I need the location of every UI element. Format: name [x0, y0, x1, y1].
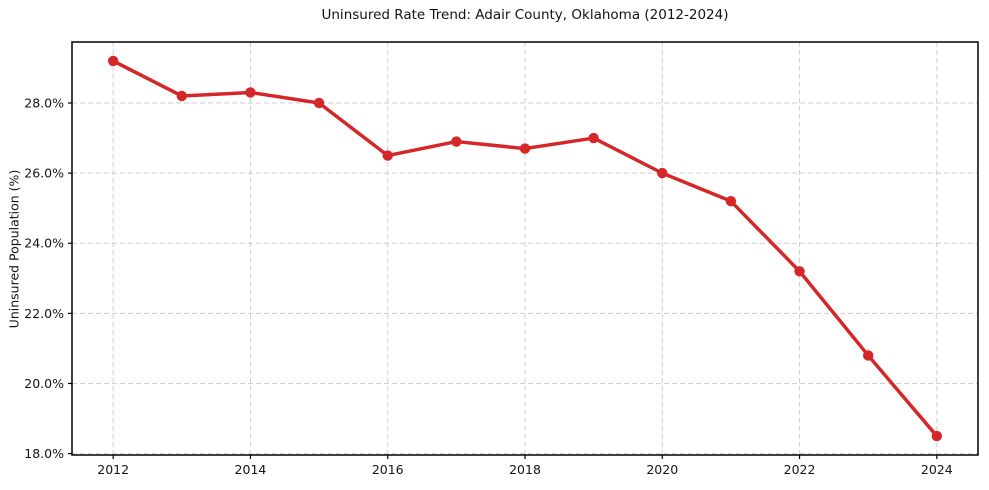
data-point-2013: [176, 90, 188, 102]
x-tick-label: 2024: [921, 462, 953, 477]
y-tick-label: 24.0%: [24, 236, 64, 251]
x-tick-label: 2016: [372, 462, 404, 477]
data-point-2016: [382, 150, 393, 161]
data-point-2012: [107, 55, 119, 67]
data-point-2017: [451, 136, 462, 147]
y-tick-label: 20.0%: [24, 376, 64, 391]
x-tick-label: 2014: [235, 462, 267, 477]
y-tick-label: 18.0%: [24, 446, 64, 461]
x-tick-label: 2022: [784, 462, 816, 477]
x-tick-label: 2018: [509, 462, 541, 477]
data-point-2024: [931, 430, 943, 442]
data-point-2014: [245, 87, 256, 98]
y-tick-label: 28.0%: [24, 96, 64, 111]
data-point-2022: [794, 266, 805, 277]
data-point-2019: [588, 132, 599, 144]
chart-title: Uninsured Rate Trend: Adair County, Okla…: [321, 7, 729, 23]
data-point-2018: [519, 143, 531, 154]
data-point-2015: [313, 97, 325, 109]
x-tick-label: 2012: [97, 462, 129, 477]
plot-border: [71, 41, 979, 456]
y-tick-label: 22.0%: [24, 306, 64, 321]
data-point-2023: [862, 350, 874, 361]
data-point-2021: [725, 195, 737, 207]
data-point-2020: [657, 167, 668, 179]
y-tick-label: 26.0%: [24, 166, 64, 181]
x-tick-label: 2020: [646, 462, 678, 477]
